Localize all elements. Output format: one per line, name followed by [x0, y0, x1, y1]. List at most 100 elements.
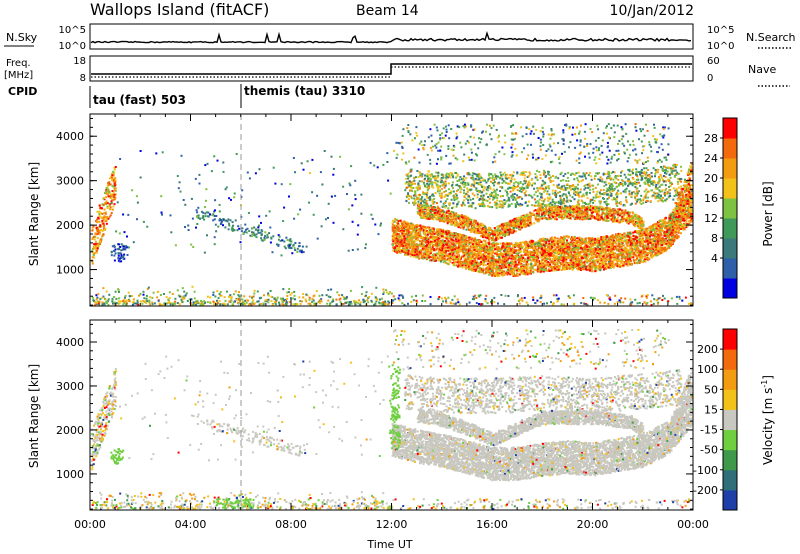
data-cell	[506, 242, 509, 245]
data-cell	[594, 253, 597, 256]
data-cell	[658, 231, 661, 234]
data-cell	[185, 292, 188, 295]
data-cell	[100, 212, 102, 215]
data-cell	[690, 220, 692, 223]
data-cell	[570, 260, 573, 263]
data-cell	[552, 257, 554, 260]
data-cell	[654, 242, 657, 245]
data-cell	[187, 224, 190, 227]
data-cell	[234, 219, 237, 222]
data-cell	[97, 217, 100, 220]
data-cell	[156, 290, 159, 293]
data-cell	[681, 201, 684, 204]
data-cell	[556, 253, 559, 255]
data-cell	[231, 226, 234, 229]
data-cell	[188, 298, 191, 301]
data-cell	[495, 269, 498, 272]
data-cell	[517, 259, 520, 261]
data-cell	[532, 264, 535, 267]
data-cell	[465, 250, 468, 253]
data-cell	[409, 226, 411, 229]
data-cell	[631, 238, 634, 241]
data-cell	[594, 268, 597, 271]
data-cell	[619, 232, 622, 235]
data-cell	[251, 233, 254, 235]
data-cell	[272, 166, 275, 169]
data-cell	[239, 241, 242, 244]
data-cell	[686, 223, 689, 226]
data-cell	[548, 262, 551, 265]
data-cell	[342, 185, 345, 188]
data-cell	[194, 302, 197, 304]
data-cell	[96, 301, 99, 304]
data-cell	[380, 222, 382, 225]
data-cell	[544, 264, 547, 267]
data-cell	[446, 262, 449, 265]
data-cell	[377, 233, 380, 236]
data-cell	[504, 251, 507, 254]
data-cell	[480, 259, 483, 262]
data-cell	[278, 235, 281, 238]
data-cell	[108, 181, 111, 184]
data-cell	[524, 258, 527, 261]
data-cell	[113, 180, 116, 183]
data-cell	[245, 228, 247, 231]
data-cell	[298, 296, 301, 299]
data-cell	[545, 249, 548, 252]
data-cell	[93, 235, 96, 238]
data-cell	[239, 298, 242, 301]
data-cell	[349, 301, 352, 304]
data-cell	[194, 177, 197, 180]
data-cell	[311, 300, 314, 303]
data-cell	[611, 253, 614, 256]
data-cell	[260, 239, 263, 242]
data-cell	[547, 261, 550, 263]
data-cell	[520, 244, 523, 247]
data-cell	[401, 234, 404, 237]
data-cell	[257, 229, 259, 232]
data-cell	[536, 249, 539, 252]
data-cell	[318, 302, 321, 305]
data-cell	[659, 243, 662, 246]
data-cell	[382, 293, 385, 295]
data-cell	[629, 240, 632, 243]
data-cell	[611, 234, 614, 237]
data-cell	[95, 294, 98, 297]
data-cell	[212, 291, 215, 294]
data-cell	[464, 246, 467, 249]
data-cell	[114, 197, 117, 200]
data-cell	[214, 199, 217, 202]
data-cell	[116, 201, 119, 204]
data-cell	[433, 253, 436, 256]
data-cell	[223, 296, 226, 299]
data-cell	[222, 224, 224, 227]
data-cell	[305, 245, 308, 248]
data-cell	[359, 301, 362, 304]
data-cell	[263, 236, 266, 239]
data-cell	[527, 245, 530, 248]
data-cell	[661, 225, 664, 228]
data-cell	[623, 263, 626, 266]
data-cell	[123, 231, 126, 234]
data-cell	[183, 297, 186, 300]
data-cell	[201, 301, 204, 304]
data-cell	[484, 264, 487, 266]
data-cell	[587, 237, 590, 240]
data-cell	[234, 290, 237, 293]
data-cell	[220, 294, 223, 297]
data-cell	[327, 288, 330, 291]
data-cell	[681, 225, 684, 228]
data-cell	[270, 300, 273, 303]
data-cell	[254, 172, 257, 175]
data-cell	[253, 226, 256, 229]
data-cell	[278, 303, 281, 306]
data-cell	[538, 265, 541, 268]
data-cell	[641, 255, 644, 258]
data-cell	[110, 254, 113, 257]
data-cell	[555, 237, 558, 240]
data-cell	[270, 295, 273, 298]
data-cell	[354, 179, 357, 182]
data-cell	[243, 303, 246, 306]
data-cell	[370, 292, 373, 295]
